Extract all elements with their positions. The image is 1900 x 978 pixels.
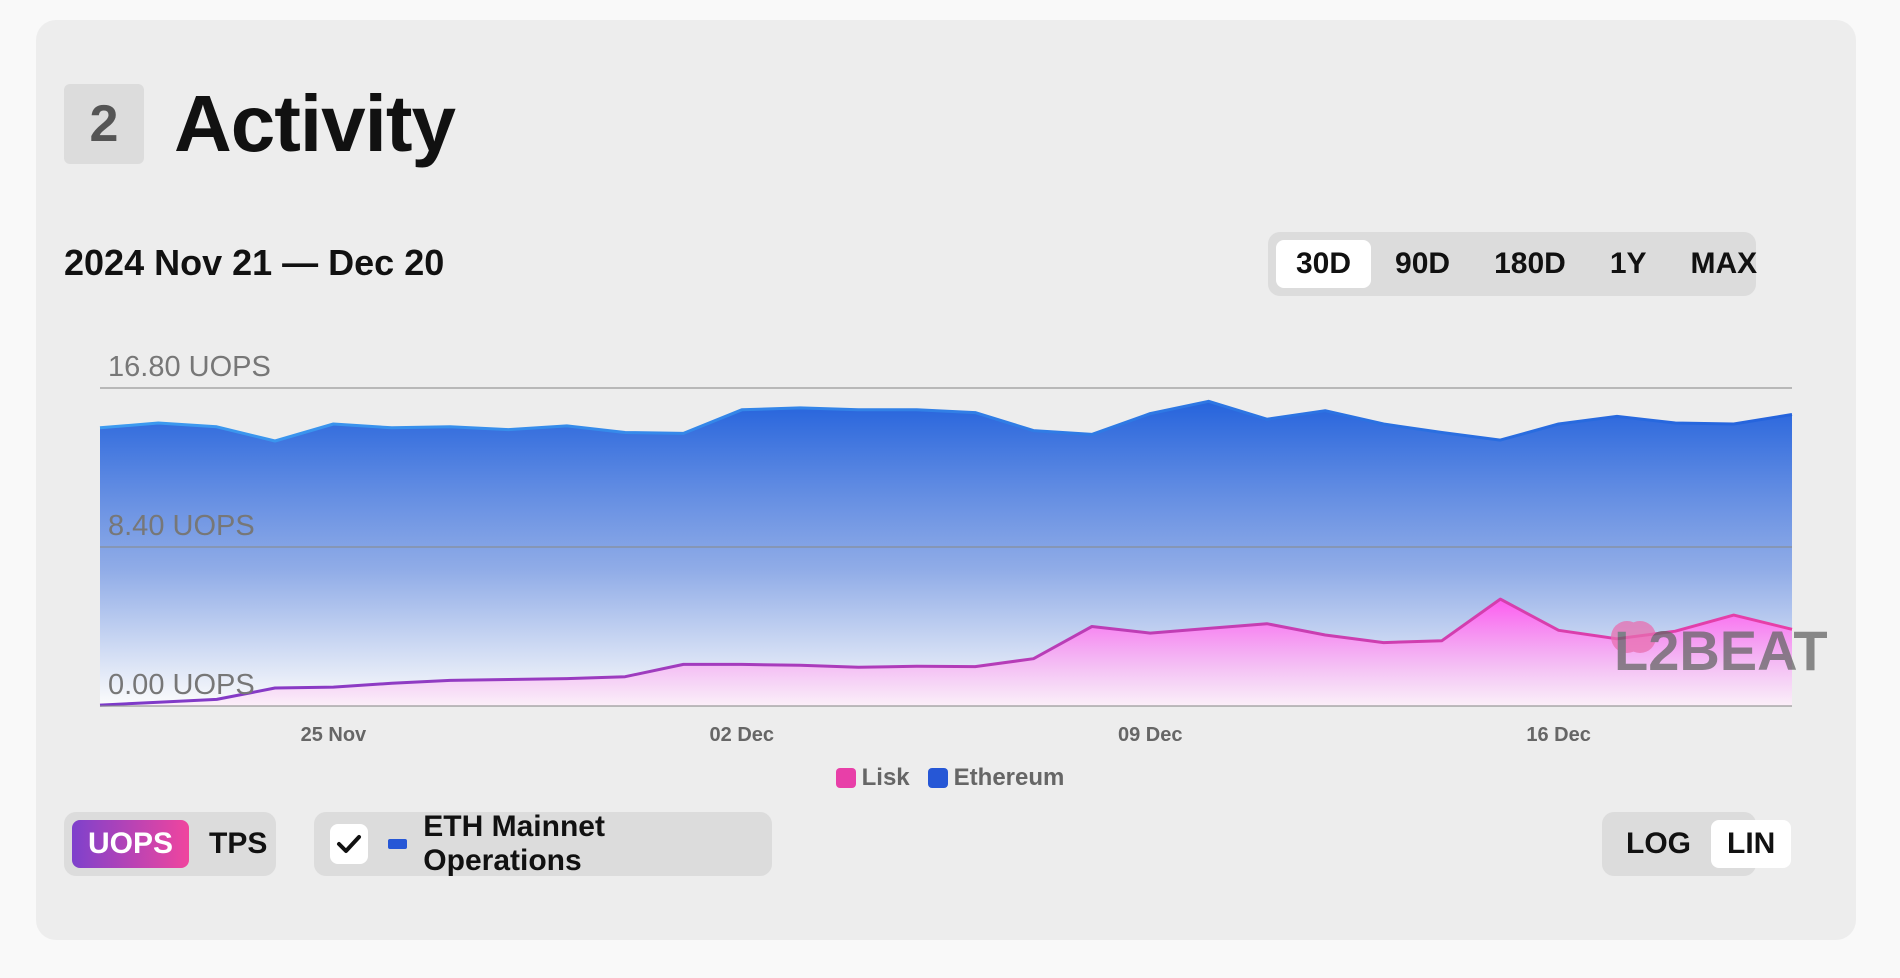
eth-mainnet-toggle[interactable]: ETH Mainnet Operations xyxy=(314,810,772,877)
x-tick-label-1: 02 Dec xyxy=(710,724,775,746)
y-tick-label-1: 8.40 UOPS xyxy=(108,510,255,542)
eth-mainnet-checkbox[interactable] xyxy=(330,824,369,864)
range-option-90d[interactable]: 90D xyxy=(1395,247,1451,280)
section-number: 2 xyxy=(64,84,144,164)
x-tick-label-0: 25 Nov xyxy=(301,724,367,746)
watermark-text: L2BEAT xyxy=(1614,619,1828,682)
range-option-1y[interactable]: 1Y xyxy=(1609,247,1647,280)
l2beat-watermark: L2BEAT xyxy=(1611,619,1828,682)
unit-selector: UOPS TPS xyxy=(64,812,276,876)
series-area-ethereum xyxy=(100,401,1792,706)
range-option-max[interactable]: MAX xyxy=(1690,247,1758,280)
check-icon xyxy=(337,835,362,853)
range-option-180d[interactable]: 180D xyxy=(1494,247,1566,280)
x-tick-label-3: 16 Dec xyxy=(1526,724,1591,746)
legend-label-lisk: Lisk xyxy=(861,764,910,791)
scale-option-lin[interactable]: LIN xyxy=(1711,820,1792,868)
range-option-30d[interactable]: 30D xyxy=(1276,240,1372,288)
y-tick-label-0: 0.00 UOPS xyxy=(108,669,255,701)
x-tick-label-2: 09 Dec xyxy=(1118,724,1183,746)
legend-item-ethereum[interactable]: Ethereum xyxy=(927,764,1065,792)
chart-legend: Lisk Ethereum xyxy=(0,764,1900,792)
series-line-lisk xyxy=(99,597,1793,707)
eth-mainnet-swatch xyxy=(388,839,408,849)
date-range-label: 2024 Nov 21 — Dec 20 xyxy=(64,242,445,283)
unit-option-tps[interactable]: TPS xyxy=(209,827,268,860)
legend-swatch-lisk xyxy=(835,768,856,788)
scale-option-log[interactable]: LOG xyxy=(1626,827,1691,860)
legend-label-ethereum: Ethereum xyxy=(953,764,1065,791)
scale-selector: LOG LIN xyxy=(1602,812,1792,876)
unit-option-uops[interactable]: UOPS xyxy=(72,820,190,868)
section-title: Activity xyxy=(174,79,456,168)
legend-item-lisk[interactable]: Lisk xyxy=(835,764,910,792)
series-line-ethereum xyxy=(99,399,1793,443)
legend-swatch-ethereum xyxy=(927,768,948,788)
y-tick-label-2: 16.80 UOPS xyxy=(108,351,271,383)
activity-chart[interactable]: 0.00 UOPS 8.40 UOPS 16.80 UOPS 25 Nov 02 De… xyxy=(0,0,1900,760)
time-range-selector: 30D 90D 180D 1Y MAX xyxy=(1268,232,1757,296)
eth-mainnet-label: ETH Mainnet Operations xyxy=(423,810,605,877)
